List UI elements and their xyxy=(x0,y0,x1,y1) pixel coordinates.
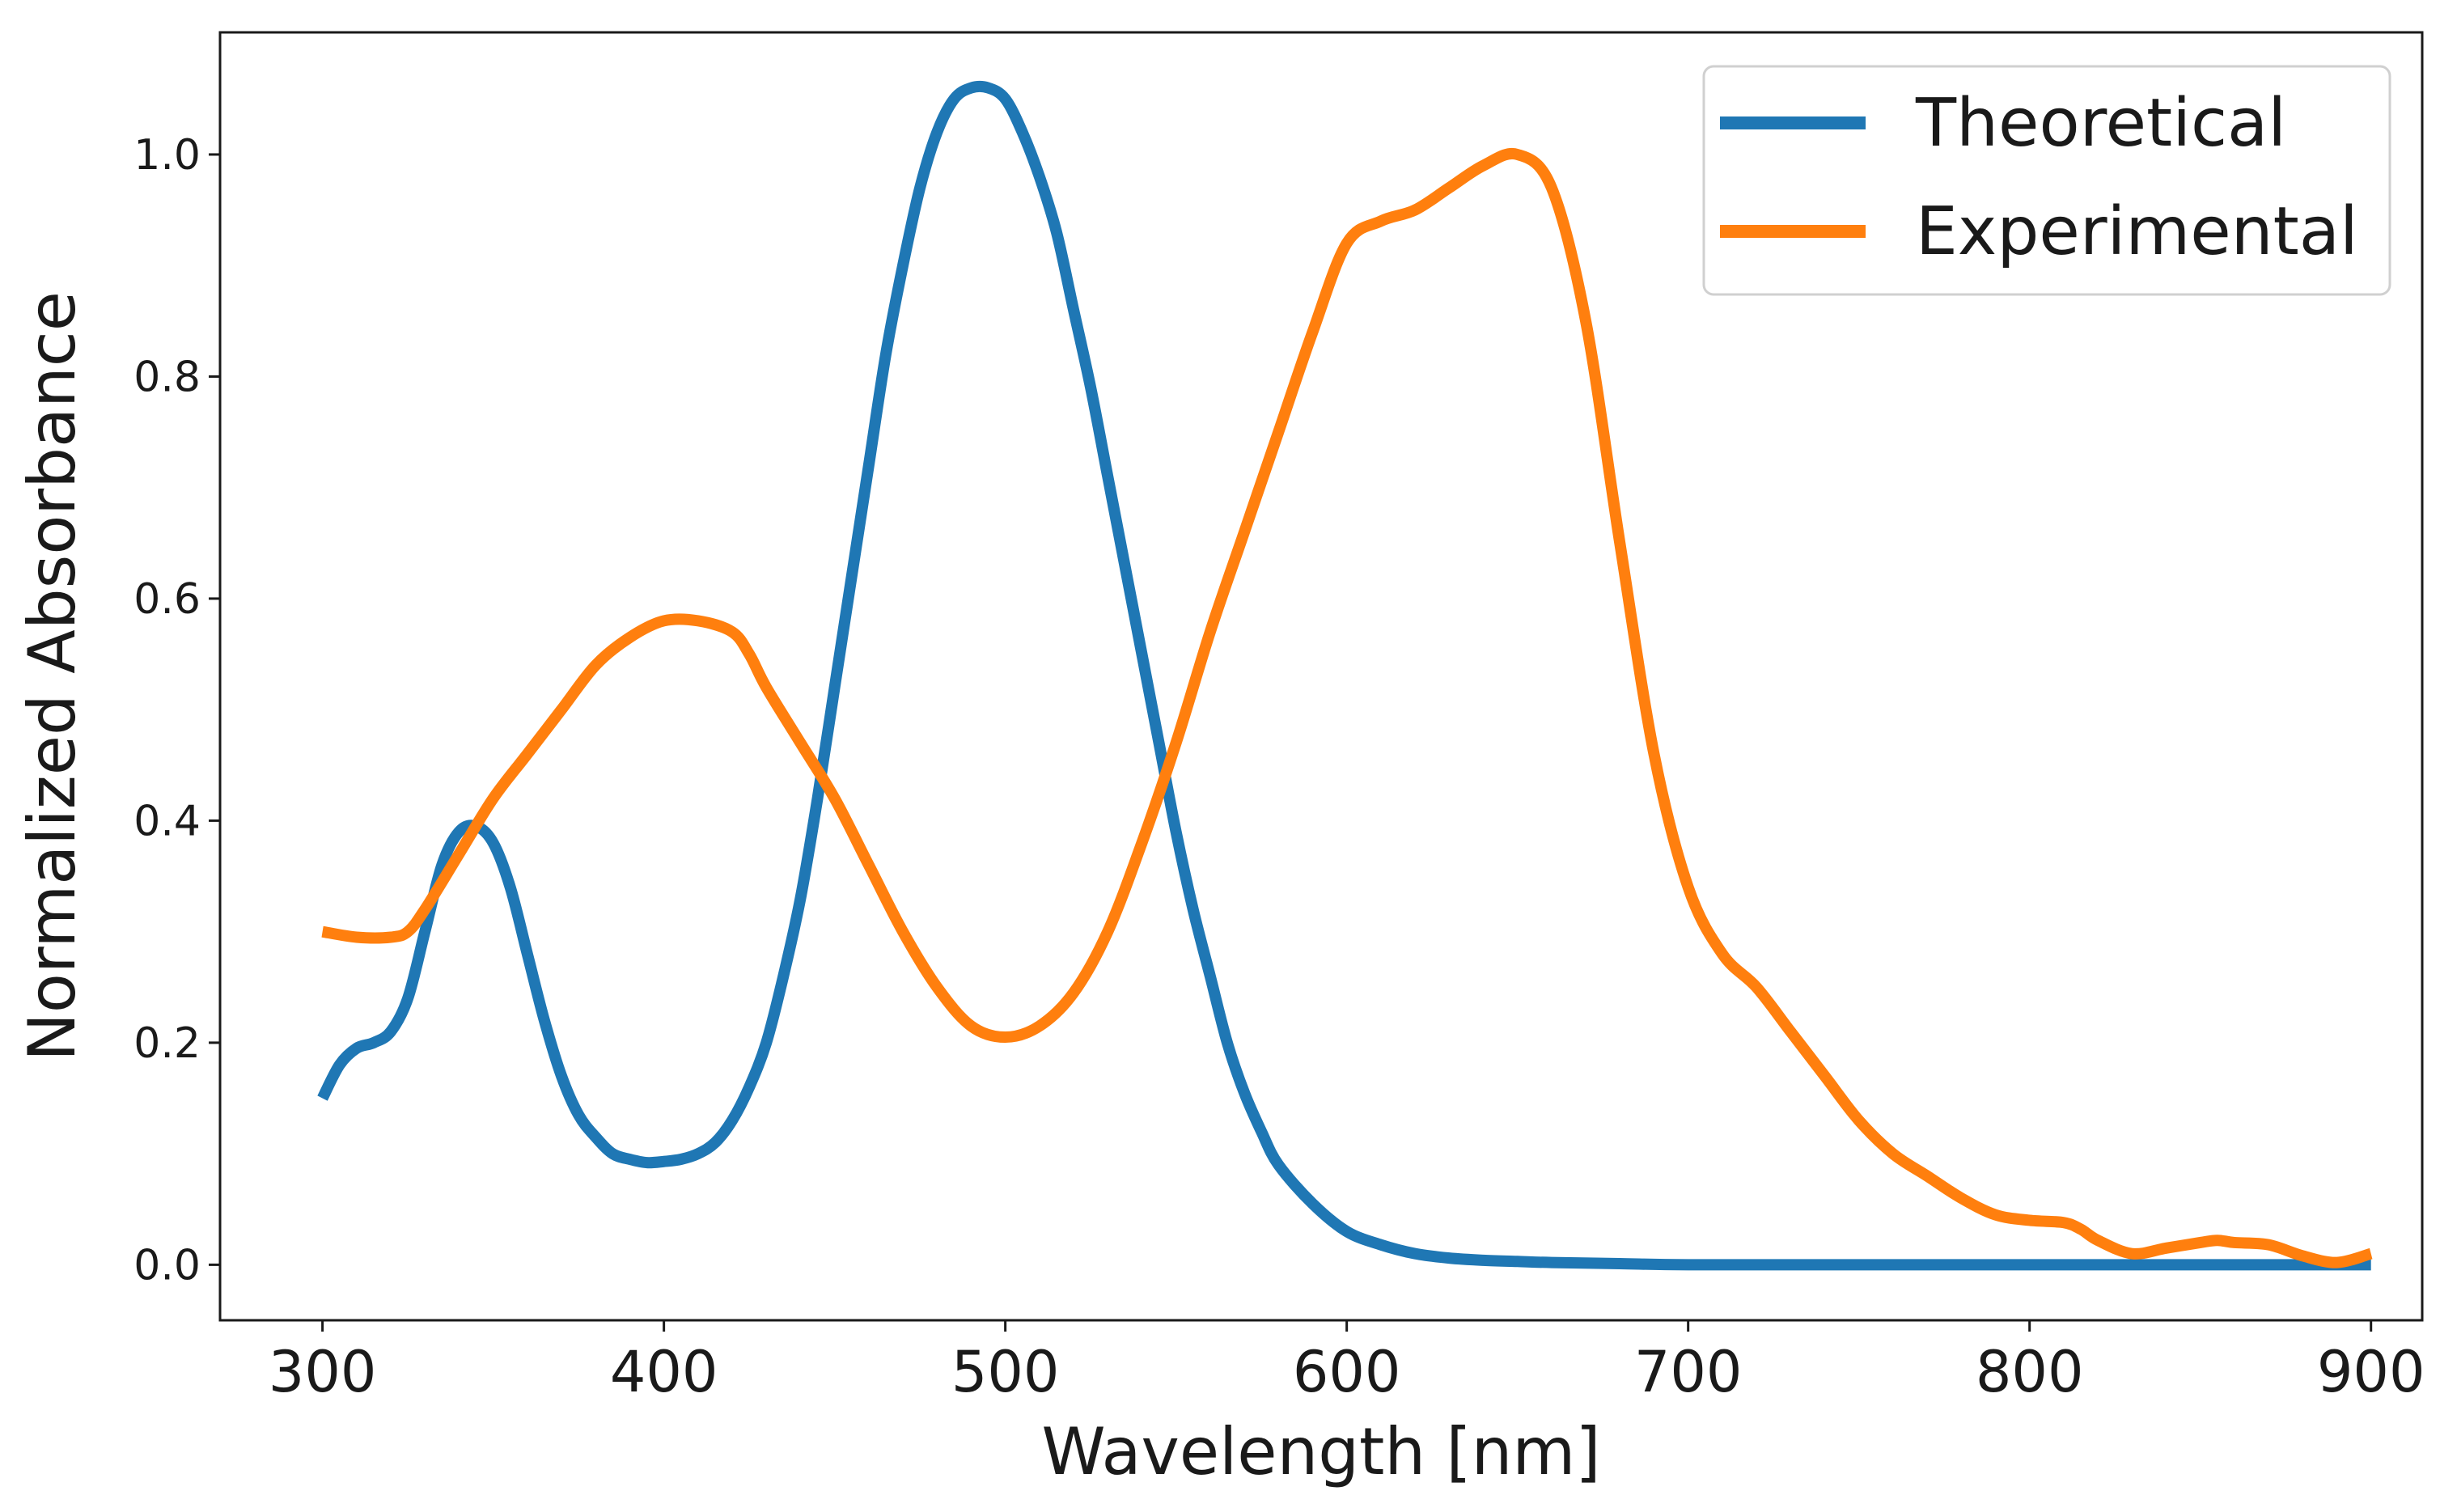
y-tick-label: 0.8 xyxy=(133,353,201,401)
legend-box xyxy=(1702,65,2391,296)
series-line-theoretical xyxy=(317,80,2371,1271)
axes-frame xyxy=(218,31,2424,1322)
series-line-experimental xyxy=(321,147,2373,1268)
x-axis-label: Wavelength [nm] xyxy=(1041,1414,1600,1489)
legend: Theoretical Experimental xyxy=(1702,65,2391,296)
y-axis-label: Normalized Absorbance xyxy=(15,291,90,1061)
x-tick-label: 400 xyxy=(610,1339,718,1405)
x-tick-label: 500 xyxy=(951,1339,1060,1405)
series-group xyxy=(317,80,2373,1271)
y-tick-label: 0.2 xyxy=(133,1019,201,1068)
y-tick-label: 0.6 xyxy=(133,575,201,624)
x-tick-label: 800 xyxy=(1976,1339,2084,1405)
y-tick-label: 1.0 xyxy=(133,131,201,180)
x-tick-label: 700 xyxy=(1634,1339,1743,1405)
x-tick-label: 900 xyxy=(2317,1339,2425,1405)
legend-label-experimental: Experimental xyxy=(1916,193,2358,270)
axes-layer: 300 400 500 600 700 800 900 0.0 0.2 0.4 0.6 0.8 1.0 xyxy=(133,31,2425,1405)
legend-label-theoretical: Theoretical xyxy=(1915,85,2286,162)
y-tick-label: 0.0 xyxy=(133,1241,201,1290)
y-tick-label: 0.4 xyxy=(133,797,201,845)
x-tick-label: 300 xyxy=(269,1339,377,1405)
x-tick-label: 600 xyxy=(1293,1339,1401,1405)
plot-area xyxy=(317,80,2373,1271)
